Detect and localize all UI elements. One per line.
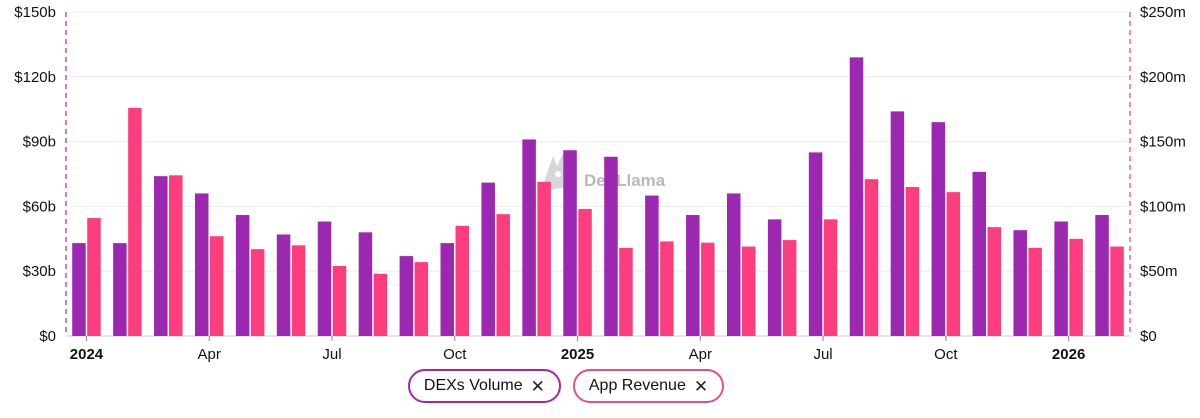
bar-app-revenue bbox=[209, 236, 224, 336]
bar-dex-volume bbox=[72, 243, 86, 336]
bar-app-revenue bbox=[1110, 246, 1124, 336]
bar-app-revenue bbox=[250, 249, 265, 336]
x-tick-label: 2026 bbox=[1052, 346, 1085, 362]
bar-dex-volume bbox=[1054, 221, 1068, 336]
bar-dex-volume bbox=[808, 152, 823, 336]
x-tick-label: Jul bbox=[813, 346, 832, 362]
x-tick-label: Jul bbox=[322, 346, 341, 362]
bars-layer bbox=[72, 57, 1124, 337]
bar-dex-volume bbox=[154, 176, 168, 336]
bar-dex-volume bbox=[522, 139, 536, 336]
bar-dex-volume bbox=[931, 122, 946, 336]
x-tick-label: Oct bbox=[934, 346, 958, 362]
bar-app-revenue bbox=[987, 227, 1002, 336]
bar-dex-volume bbox=[440, 243, 455, 336]
close-icon[interactable]: ✕ bbox=[693, 376, 709, 396]
x-tick-label: 2024 bbox=[70, 346, 104, 362]
bar-app-revenue bbox=[128, 107, 142, 337]
grid-layer bbox=[66, 11, 1130, 272]
legend: DEXs Volume ✕ App Revenue ✕ bbox=[0, 369, 1132, 403]
bar-dex-volume bbox=[645, 195, 659, 336]
bar-dex-volume bbox=[235, 215, 250, 336]
bar-dex-volume bbox=[563, 150, 577, 336]
bar-dex-volume bbox=[194, 193, 209, 336]
bar-app-revenue bbox=[414, 262, 429, 336]
bar-dex-volume bbox=[481, 182, 495, 336]
x-tick-label: Apr bbox=[689, 346, 712, 362]
bar-dex-volume bbox=[686, 215, 700, 336]
bar-app-revenue bbox=[741, 246, 756, 336]
chart-svg: DefiLlama $0 $30b $60b $90b $120b $150b $0 $50m… bbox=[14, 4, 1186, 362]
y-left-tick-label: $60b bbox=[23, 198, 56, 215]
watermark-text: DefiLlama bbox=[584, 171, 666, 190]
bar-app-revenue bbox=[578, 208, 592, 336]
y-left-tick-label: $150b bbox=[14, 4, 56, 21]
bar-dex-volume bbox=[1013, 230, 1027, 336]
y-left-tick-label: $30b bbox=[23, 263, 56, 280]
close-icon[interactable]: ✕ bbox=[530, 376, 545, 396]
bar-dex-volume bbox=[849, 57, 864, 337]
bar-dex-volume bbox=[604, 156, 618, 336]
bar-app-revenue bbox=[291, 245, 306, 336]
bar-dex-volume bbox=[890, 111, 905, 336]
legend-toggle-dex-volume[interactable]: DEXs Volume ✕ bbox=[407, 369, 561, 403]
legend-label: App Revenue bbox=[588, 377, 686, 394]
y-right-tick-label: $50m bbox=[1140, 263, 1178, 280]
legend-toggle-app-revenue[interactable]: App Revenue ✕ bbox=[572, 369, 725, 403]
bar-dex-volume bbox=[767, 219, 782, 336]
bar-dex-volume bbox=[972, 171, 987, 336]
bar-dex-volume bbox=[358, 232, 373, 336]
y-left-tick-label: $90b bbox=[23, 134, 56, 151]
bar-app-revenue bbox=[660, 241, 674, 336]
bar-app-revenue bbox=[905, 186, 920, 336]
bar-dex-volume bbox=[726, 193, 741, 336]
legend-label: DEXs Volume bbox=[423, 377, 523, 394]
bar-app-revenue bbox=[455, 225, 470, 336]
y-right-tick-label: $200m bbox=[1140, 69, 1186, 86]
bar-dex-volume bbox=[1095, 215, 1109, 336]
bar-dex-volume bbox=[317, 221, 332, 336]
x-tick-label: 2025 bbox=[561, 346, 594, 362]
y-left-tick-label: $120b bbox=[14, 69, 56, 86]
bar-app-revenue bbox=[169, 175, 183, 336]
bar-app-revenue bbox=[823, 219, 838, 336]
y-right-tick-label: $100m bbox=[1140, 198, 1186, 215]
bar-app-revenue bbox=[332, 266, 347, 336]
bar-app-revenue bbox=[782, 240, 797, 336]
ticks-layer: $0 $30b $60b $90b $120b $150b $0 $50m $100m $150m… bbox=[14, 4, 1186, 362]
y-right-tick-label: $250m bbox=[1140, 4, 1186, 21]
bar-dex-volume bbox=[399, 256, 414, 336]
bar-app-revenue bbox=[864, 179, 879, 336]
bar-dex-volume bbox=[276, 234, 291, 336]
bar-app-revenue bbox=[373, 273, 388, 336]
bar-app-revenue bbox=[496, 214, 510, 336]
bar-app-revenue bbox=[87, 218, 101, 336]
bar-dex-volume bbox=[113, 243, 127, 336]
bar-app-revenue bbox=[537, 181, 551, 336]
y-right-tick-label: $0 bbox=[1140, 328, 1157, 345]
bar-app-revenue bbox=[946, 192, 961, 336]
bar-app-revenue bbox=[701, 242, 715, 336]
y-left-tick-label: $0 bbox=[39, 328, 56, 345]
bar-app-revenue bbox=[1028, 247, 1042, 336]
bar-app-revenue bbox=[1069, 238, 1083, 336]
x-tick-label: Oct bbox=[443, 346, 467, 362]
bar-app-revenue bbox=[619, 247, 633, 336]
x-tick-label: Apr bbox=[198, 346, 221, 362]
y-right-tick-label: $150m bbox=[1140, 134, 1186, 151]
